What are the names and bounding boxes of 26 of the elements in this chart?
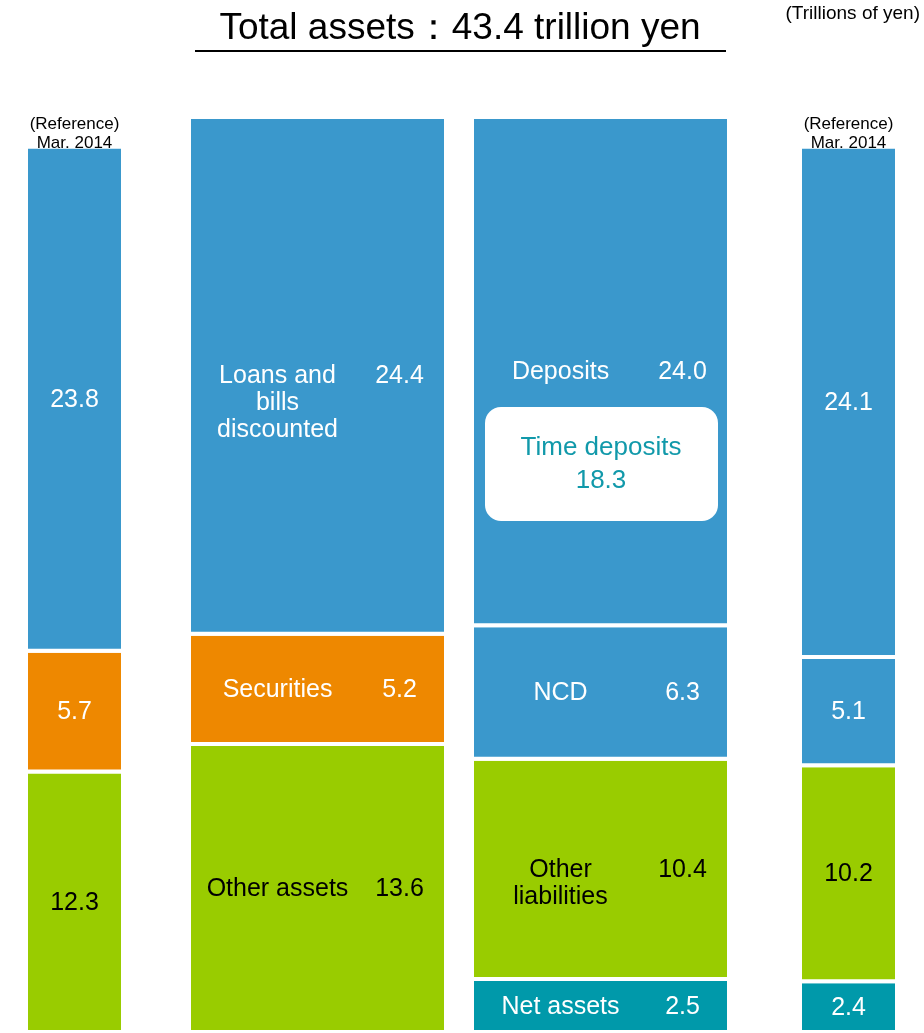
data-label: 23.8 bbox=[50, 383, 99, 412]
data-label: 5.1 bbox=[831, 696, 866, 725]
chart-title: Total assets：43.4 trillion yen bbox=[219, 6, 701, 47]
series-label: Other assets bbox=[206, 872, 349, 901]
data-label: 2.4 bbox=[831, 991, 866, 1020]
series-label: Loans and bills discounted bbox=[217, 360, 338, 443]
text: (Trillions of yen) bbox=[785, 2, 920, 23]
x-tick-label: (Reference) Mar. 2014 bbox=[29, 113, 120, 152]
series-label: Securities bbox=[222, 673, 333, 702]
series-label: Other liabilities bbox=[513, 853, 608, 909]
data-label: 5.2 bbox=[382, 673, 417, 702]
series-label: Deposits bbox=[511, 356, 610, 385]
x-tick-label: (Reference) Mar. 2014 bbox=[803, 113, 894, 152]
data-label: 24.0 bbox=[658, 356, 707, 385]
data-label: 13.6 bbox=[375, 872, 424, 901]
data-label: 5.7 bbox=[57, 696, 92, 725]
data-label: 2.5 bbox=[665, 990, 700, 1019]
data-label: 6.3 bbox=[665, 677, 700, 706]
series-label: NCD bbox=[533, 677, 588, 706]
data-label: 24.1 bbox=[824, 386, 873, 415]
data-label: 10.4 bbox=[658, 853, 707, 882]
annotation: Time deposits 18.3 bbox=[520, 431, 682, 494]
data-label: 10.2 bbox=[824, 858, 873, 887]
data-label: 12.3 bbox=[50, 886, 99, 915]
data-label: 24.4 bbox=[375, 360, 424, 389]
series-label: Net assets bbox=[501, 990, 620, 1019]
